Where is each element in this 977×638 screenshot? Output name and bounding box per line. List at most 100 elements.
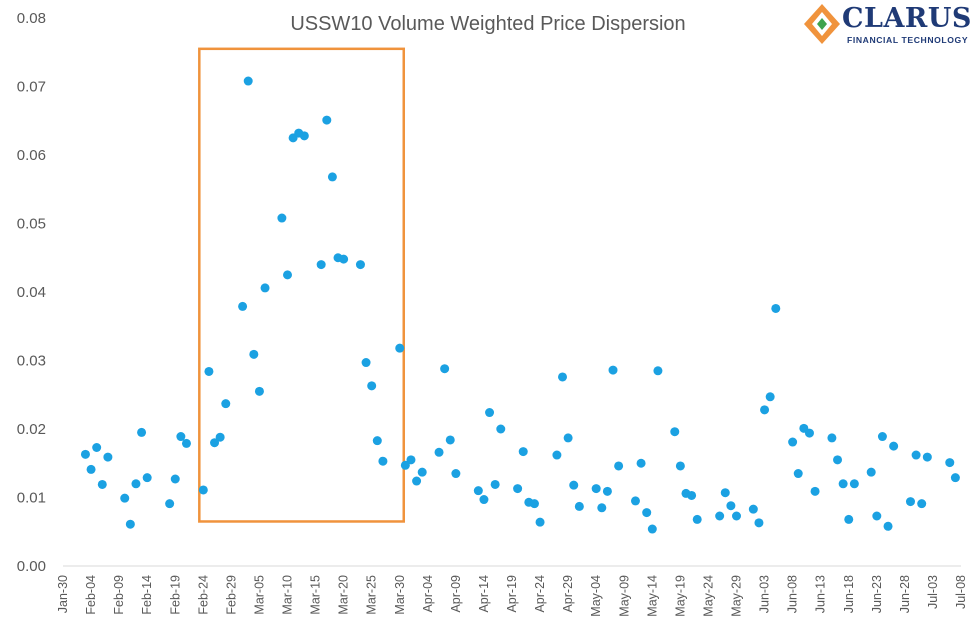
logo-tagline: FINANCIAL TECHNOLOGY (847, 35, 969, 45)
data-point (316, 260, 326, 270)
x-tick-label: Apr-19 (505, 575, 519, 613)
data-point (715, 511, 725, 521)
data-point (535, 517, 545, 527)
x-tick-label: Apr-09 (449, 575, 463, 613)
data-point (614, 461, 624, 471)
x-tick-label: May-04 (589, 575, 603, 617)
data-point (204, 366, 214, 376)
data-point (490, 479, 500, 489)
data-point (608, 365, 618, 375)
x-tick-label: Mar-10 (281, 575, 295, 615)
x-tick-label: May-14 (645, 575, 659, 617)
logo-wordmark: CLARUS (842, 3, 972, 34)
y-tick-label: 0.00 (17, 558, 46, 575)
data-point (518, 447, 528, 457)
x-tick-label: Feb-29 (224, 575, 238, 615)
data-point (810, 486, 820, 496)
data-point (849, 479, 859, 489)
data-point (513, 484, 523, 494)
data-point (277, 213, 287, 223)
data-point (327, 172, 337, 182)
data-point (451, 469, 461, 479)
data-point (642, 508, 652, 518)
data-point (417, 467, 427, 477)
data-point (210, 438, 220, 448)
data-point (591, 484, 601, 494)
data-point (922, 452, 932, 462)
y-tick-label: 0.04 (17, 284, 46, 301)
y-tick-label: 0.02 (17, 421, 46, 438)
data-point (602, 486, 612, 496)
data-point (647, 524, 657, 534)
data-point (558, 372, 568, 382)
data-point (434, 447, 444, 457)
data-point (221, 399, 231, 409)
data-points (80, 76, 960, 534)
data-point (367, 381, 377, 391)
data-point (788, 437, 798, 447)
data-point (120, 493, 130, 503)
data-point (529, 499, 539, 509)
x-tick-label: Feb-04 (84, 575, 98, 615)
data-point (569, 480, 579, 490)
data-point (299, 131, 309, 141)
x-tick-label: Jun-23 (870, 575, 884, 613)
data-point (748, 504, 758, 514)
data-point (445, 435, 455, 445)
y-tick-label: 0.01 (17, 490, 46, 507)
x-tick-label: Apr-24 (533, 575, 547, 613)
data-point (249, 349, 259, 359)
x-tick-label: Jul-03 (926, 575, 940, 609)
data-point (945, 458, 955, 468)
data-point (80, 449, 90, 459)
data-point (322, 115, 332, 125)
data-point (86, 464, 96, 474)
data-point (653, 366, 663, 376)
x-tick-label: Jun-13 (814, 575, 828, 613)
data-point (170, 474, 180, 484)
data-point (142, 473, 152, 483)
data-point (866, 467, 876, 477)
data-point (243, 76, 253, 86)
data-point (760, 405, 770, 415)
data-point (687, 490, 697, 500)
data-point (254, 386, 264, 396)
y-tick-label: 0.05 (17, 216, 46, 233)
data-point (574, 501, 584, 511)
data-point (260, 283, 270, 293)
x-tick-label: Jun-08 (786, 575, 800, 613)
data-point (630, 496, 640, 506)
data-point (917, 499, 927, 509)
x-tick-label: May-19 (673, 575, 687, 617)
x-tick-label: Apr-29 (561, 575, 575, 613)
data-point (675, 461, 685, 471)
data-point (692, 514, 702, 524)
x-tick-label: Feb-19 (168, 575, 182, 615)
x-tick-label: Feb-24 (196, 575, 210, 615)
y-tick-label: 0.08 (17, 10, 46, 27)
data-point (198, 485, 208, 495)
data-point (137, 427, 147, 437)
data-point (771, 303, 781, 313)
data-point (552, 450, 562, 460)
data-point (165, 499, 175, 509)
data-point (670, 427, 680, 437)
data-point (485, 408, 495, 418)
data-point (496, 424, 506, 434)
data-point (563, 433, 573, 443)
data-point (176, 432, 186, 442)
x-tick-label: Apr-14 (477, 575, 491, 613)
data-point (339, 254, 349, 264)
data-point (238, 301, 248, 311)
data-point (479, 495, 489, 505)
x-tick-label: Mar-30 (393, 575, 407, 615)
x-tick-label: May-09 (617, 575, 631, 617)
data-point (131, 479, 141, 489)
x-tick-label: Feb-14 (140, 575, 154, 615)
x-tick-label: Feb-09 (112, 575, 126, 615)
x-tick-label: May-29 (730, 575, 744, 617)
data-point (889, 441, 899, 451)
data-point (844, 514, 854, 524)
chart-title: USSW10 Volume Weighted Price Dispersion (290, 13, 685, 35)
data-point (804, 428, 814, 438)
